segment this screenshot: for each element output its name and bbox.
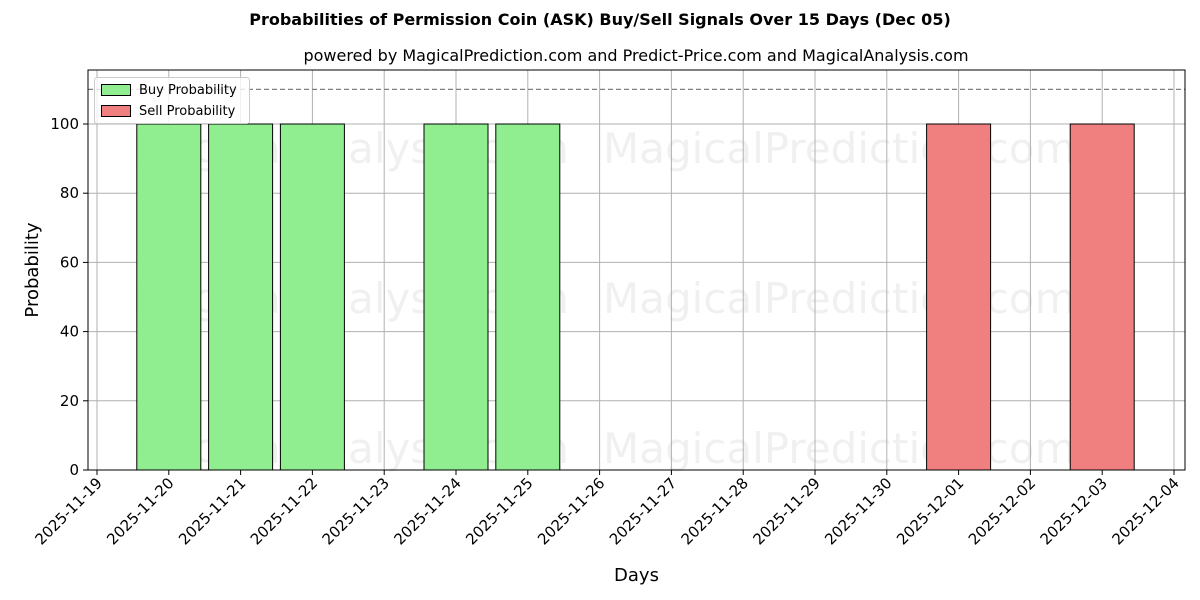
sell-bar — [1069, 123, 1135, 471]
x-tick-label: 2025-11-30 — [821, 474, 895, 548]
x-tick-label: 2025-11-22 — [247, 474, 321, 548]
x-tick-label: 2025-12-02 — [965, 474, 1039, 548]
x-tick-label: 2025-11-23 — [319, 474, 393, 548]
y-tick-label: 100 — [50, 115, 79, 133]
legend: Buy Probability Sell Probability — [94, 77, 250, 124]
x-tick-label: 2025-11-20 — [103, 474, 177, 548]
legend-buy-label: Buy Probability — [139, 82, 237, 98]
chart-subtitle: powered by MagicalPrediction.com and Pre… — [303, 46, 969, 65]
x-tick-label: 2025-11-29 — [749, 474, 823, 548]
legend-sell-label: Sell Probability — [139, 103, 236, 119]
buy-bar — [208, 123, 274, 471]
x-tick-label: 2025-11-19 — [31, 474, 105, 548]
legend-item-buy: Buy Probability — [101, 82, 237, 98]
x-axis-label: Days — [614, 565, 659, 586]
plot-frame — [87, 69, 1186, 471]
sell-swatch — [101, 105, 131, 117]
buy-swatch — [101, 84, 131, 96]
x-tick-label: 2025-11-28 — [678, 474, 752, 548]
x-tick-label: 2025-11-26 — [534, 474, 608, 548]
watermark: MagicalPrediction.com — [603, 274, 1076, 323]
y-tick-label: 60 — [60, 253, 79, 271]
y-tick-label: 20 — [60, 392, 79, 410]
y-tick-label: 80 — [60, 184, 79, 202]
x-tick-label: 2025-11-27 — [606, 474, 680, 548]
sell-bar — [926, 123, 992, 471]
buy-bar — [495, 123, 561, 471]
buy-bar — [279, 123, 345, 471]
y-tick-label: 0 — [69, 461, 79, 479]
watermark: MagicalPrediction.com — [603, 424, 1076, 473]
chart-title: Probabilities of Permission Coin (ASK) B… — [249, 10, 951, 29]
x-tick-label: 2025-12-03 — [1037, 474, 1111, 548]
legend-item-sell: Sell Probability — [101, 103, 235, 119]
buy-bar — [423, 123, 489, 471]
x-tick-label: 2025-11-24 — [390, 474, 464, 548]
x-tick-label: 2025-11-21 — [175, 474, 249, 548]
x-tick-label: 2025-12-04 — [1108, 474, 1182, 548]
y-axis-label: Probability — [22, 222, 43, 317]
buy-bar — [136, 123, 202, 471]
x-tick-label: 2025-11-25 — [462, 474, 536, 548]
x-tick-label: 2025-12-01 — [893, 474, 967, 548]
y-tick-label: 40 — [60, 323, 79, 341]
watermark: MagicalPrediction.com — [603, 124, 1076, 173]
